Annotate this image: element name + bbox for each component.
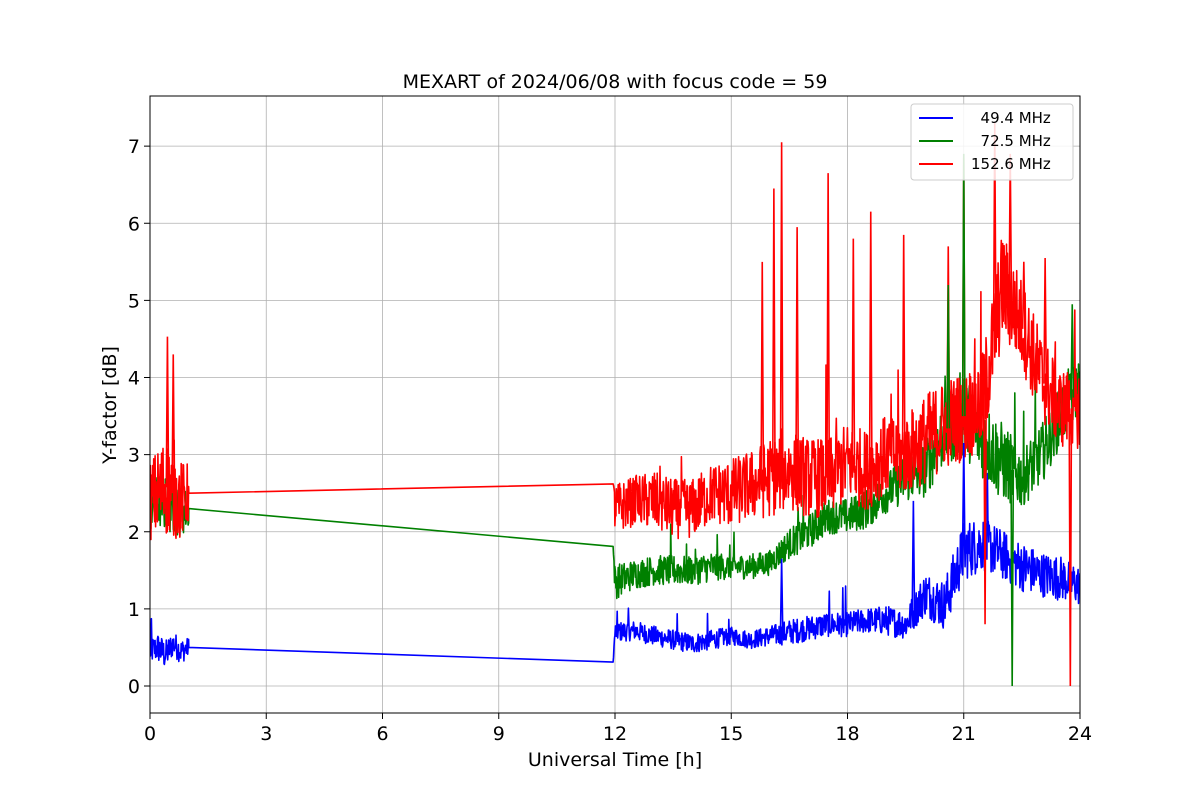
x-tick-label: 0 (144, 723, 156, 745)
x-tick-label: 6 (376, 723, 388, 745)
x-tick-label: 15 (719, 723, 743, 745)
legend-box (910, 103, 1074, 181)
series-spike (779, 558, 784, 634)
x-tick-label: 9 (493, 723, 505, 745)
legend-label: 152.6 MHz (971, 155, 1051, 173)
series-spike (795, 227, 800, 474)
series-spike (165, 336, 170, 488)
series-spike (171, 354, 176, 494)
series-spike (851, 238, 856, 465)
y-tick-label: 3 (128, 445, 140, 467)
series-spike (1021, 261, 1026, 329)
y-tick-label: 0 (128, 676, 140, 698)
series-dip (1068, 408, 1073, 687)
series-spike (911, 500, 916, 612)
y-tick-label: 2 (128, 522, 140, 544)
series-spike (826, 173, 831, 478)
series-line (150, 323, 1080, 600)
x-tick-label: 24 (1068, 723, 1092, 745)
series-spike (868, 211, 873, 467)
series-spike (961, 443, 966, 552)
series-spike (946, 284, 951, 429)
legend-label: 49.4 MHz (971, 109, 1051, 127)
y-axis-label: Y-factor [dB] (99, 346, 121, 465)
series-spike (901, 234, 906, 455)
legend: 49.4 MHz 72.5 MHz 152.6 MHz (910, 103, 1074, 181)
series-layer (150, 122, 1080, 687)
series-dip (1010, 470, 1015, 687)
y-tick-label: 7 (128, 136, 140, 158)
series-line (150, 472, 1080, 666)
series-spike (1043, 257, 1048, 384)
y-tick-label: 4 (128, 368, 140, 390)
series-spike (779, 142, 784, 474)
x-tick-label: 18 (835, 723, 859, 745)
series-spike (1070, 304, 1075, 398)
x-tick-label: 3 (260, 723, 272, 745)
chart-title: MEXART of 2024/06/08 with focus code = 5… (403, 71, 828, 93)
y-tick-label: 6 (128, 213, 140, 235)
legend-label: 72.5 MHz (971, 132, 1051, 150)
x-axis-label: Universal Time [h] (528, 749, 702, 771)
x-tick-label: 21 (952, 723, 976, 745)
series-spike (771, 188, 776, 477)
series-spike (760, 261, 765, 481)
y-tick-label: 1 (128, 599, 140, 621)
y-tick-label: 5 (128, 290, 140, 312)
series-dip (983, 389, 988, 625)
x-tick-label: 12 (603, 723, 627, 745)
